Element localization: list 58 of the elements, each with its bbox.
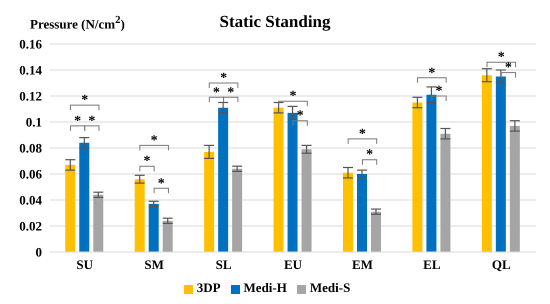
annotation: * — [212, 85, 220, 100]
bar — [302, 149, 312, 252]
bar — [204, 152, 214, 252]
bar — [496, 76, 506, 252]
y-tick-label: 0.04 — [19, 192, 42, 208]
annotation: * — [150, 133, 158, 148]
bar — [79, 142, 90, 252]
y-tick-label: 0 — [36, 244, 42, 260]
legend-label: 3DP — [196, 280, 221, 295]
x-tick-label: EM — [352, 257, 373, 272]
annotation: * — [290, 89, 296, 104]
annotation: * — [227, 85, 234, 100]
y-tick-label: 0.02 — [19, 218, 42, 234]
annotation: * — [143, 154, 150, 170]
legend-label: Medi-S — [310, 280, 350, 295]
x-tick-label: SM — [144, 257, 164, 272]
annotation: * — [220, 71, 228, 86]
x-tick-label: QL — [492, 257, 511, 272]
y-axis-title: Pressure (N/cm$^{2}$) — [30, 14, 125, 32]
bar — [412, 102, 422, 252]
annotation: * — [88, 114, 96, 129]
bar — [93, 194, 104, 252]
y-tick-label: 0.08 — [19, 140, 42, 156]
bar — [356, 174, 367, 252]
annotation: * — [366, 148, 374, 163]
chart-title: Static Standing — [220, 12, 330, 31]
bar — [232, 168, 242, 252]
annotation: * — [358, 126, 366, 142]
bar — [218, 108, 228, 252]
x-tick-label: EL — [423, 257, 441, 272]
bar — [134, 179, 145, 252]
annotation: * — [81, 93, 88, 108]
annotation: * — [436, 84, 443, 99]
bar — [426, 94, 436, 252]
annotation: * — [158, 176, 165, 192]
annotation: * — [504, 60, 512, 76]
x-tick-label: EU — [284, 257, 303, 272]
y-tick-label: 0.16 — [19, 36, 42, 52]
annotation: * — [498, 50, 505, 66]
y-tick-label: 0.1 — [26, 114, 42, 130]
bar — [288, 112, 298, 252]
legend-label: Medi-H — [244, 280, 287, 295]
y-tick-label: 0.06 — [19, 166, 42, 182]
bar — [440, 134, 450, 252]
bar — [482, 75, 492, 252]
annotation: * — [74, 114, 82, 129]
y-tick-label: 0.14 — [19, 62, 42, 78]
bar — [370, 212, 381, 252]
bar — [274, 108, 284, 252]
bar — [65, 164, 76, 252]
annotation: * — [428, 66, 436, 81]
bar — [342, 172, 353, 252]
x-tick-label: SL — [216, 257, 232, 272]
bar — [148, 204, 159, 252]
bar — [510, 126, 520, 252]
bar — [162, 220, 173, 252]
y-tick-label: 0.12 — [19, 88, 42, 104]
x-tick-label: SU — [76, 257, 94, 272]
